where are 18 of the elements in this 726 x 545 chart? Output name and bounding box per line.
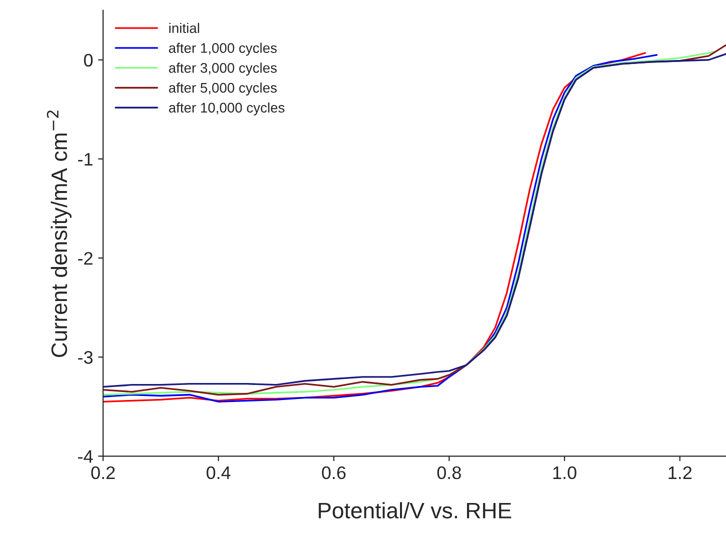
x-tick-label: 1.2 (668, 466, 692, 479)
legend-label: after 3,000 cycles (168, 62, 277, 76)
x-tick-label: 0.8 (437, 466, 461, 480)
x-tick-label: 1.0 (553, 466, 576, 480)
y-tick-label: -4 (78, 450, 93, 463)
x-tick-label: 0.2 (91, 466, 115, 480)
y-tick-label: -1 (78, 153, 92, 166)
y-tick-label: -2 (78, 252, 92, 265)
legend-label: after 5,000 cycles (168, 82, 277, 96)
y-axis-title: Current density/mA cm$^{−2}$ (46, 110, 72, 358)
x-axis-title: Potential/V vs. RHE (318, 502, 512, 518)
legend-label: after 10,000 cycles (168, 102, 284, 116)
y-tick-label: -3 (78, 351, 93, 364)
y-tick-label: 0 (84, 54, 93, 67)
x-tick-label: 0.6 (322, 466, 346, 480)
x-tick-label: 0.4 (206, 466, 230, 480)
legend-label: after 1,000 cycles (168, 42, 277, 56)
legend-label: initial (169, 22, 200, 34)
